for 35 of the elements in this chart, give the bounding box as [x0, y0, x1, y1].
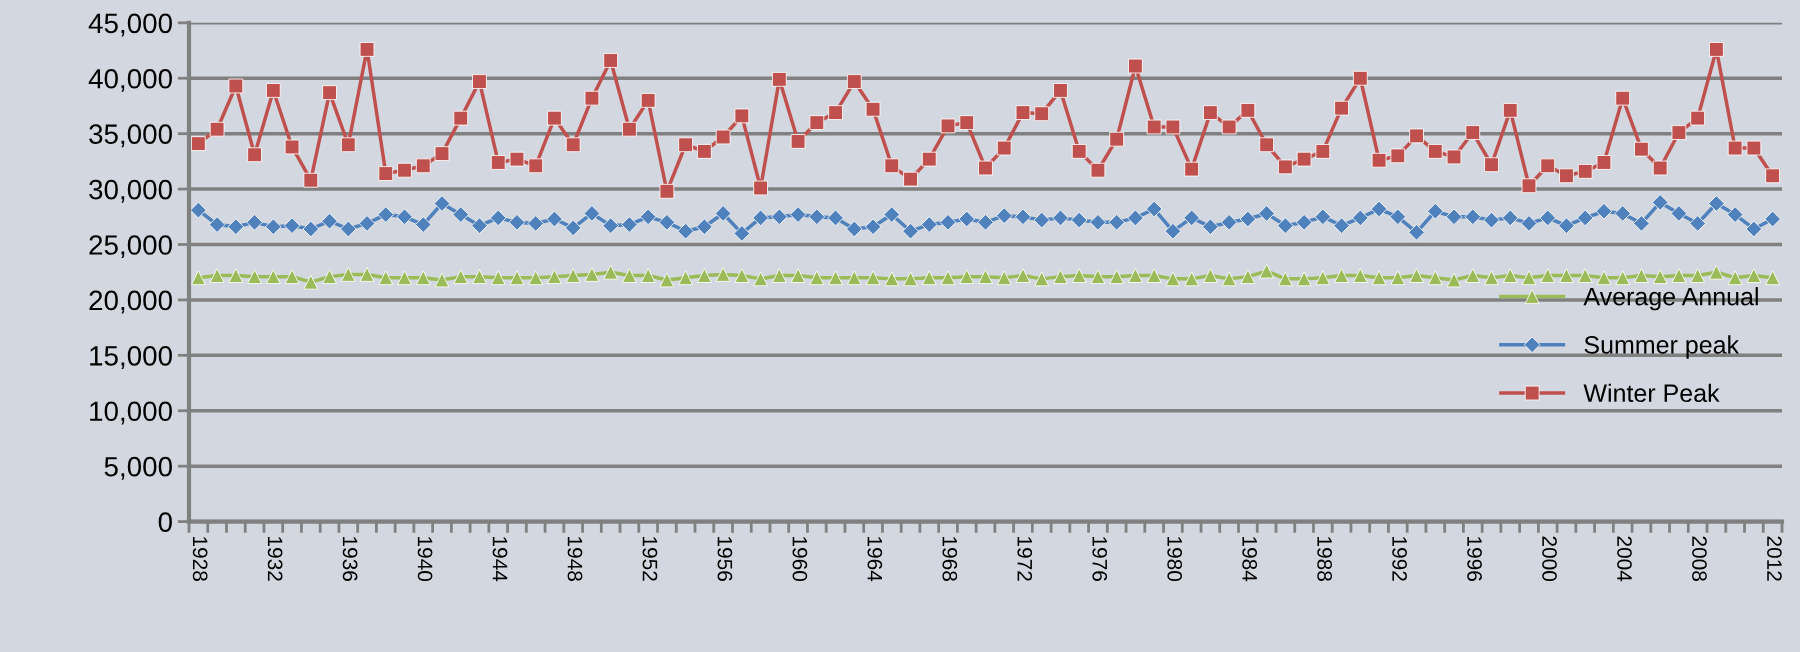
x-tick-label: 1992 — [1392, 537, 1407, 581]
y-tick-label: 10,000 — [90, 401, 172, 425]
x-tick-label: 1972 — [1017, 537, 1033, 581]
y-tick-label: 40,000 — [88, 68, 172, 92]
x-tick-label: 2000 — [1542, 536, 1557, 582]
y-tick-label: 35,000 — [89, 124, 172, 148]
x-tick-label: 1968 — [942, 537, 958, 581]
x-tick-label: 1948 — [567, 537, 583, 581]
x-tick-label: 1956 — [717, 537, 733, 581]
x-tick-label: 1940 — [417, 537, 433, 582]
x-tick-label: 1932 — [267, 537, 283, 581]
legend-label: Average Annual — [1583, 287, 1758, 311]
y-tick-label: 30,000 — [89, 179, 172, 203]
x-tick-label: 1984 — [1242, 537, 1258, 582]
x-tick-label: 1928 — [192, 537, 208, 581]
y-tick-label: 15,000 — [90, 346, 172, 369]
x-tick-label: 2012 — [1767, 536, 1782, 581]
x-tick-label: 2008 — [1692, 536, 1707, 581]
y-tick-label: 25,000 — [89, 235, 172, 259]
x-tick-label: 1996 — [1467, 537, 1482, 581]
y-tick-label: 5,000 — [104, 456, 172, 480]
x-tick-label: 1952 — [642, 537, 658, 581]
x-tick-label: 2004 — [1617, 536, 1632, 582]
y-tick-label: 20,000 — [89, 290, 172, 314]
x-tick-label: 1980 — [1167, 537, 1183, 582]
x-tick-label: 1936 — [342, 537, 358, 581]
x-tick-label: 1944 — [492, 537, 508, 582]
x-tick-label: 1988 — [1317, 537, 1332, 581]
x-tick-label: 1960 — [792, 537, 808, 582]
legend-label: Winter Peak — [1583, 383, 1720, 403]
y-tick-label: 0 — [158, 512, 172, 532]
y-tick-label: 45,000 — [88, 13, 172, 37]
legend-label: Summer peak — [1584, 335, 1740, 359]
x-tick-label: 1976 — [1092, 537, 1108, 581]
x-tick-label: 1964 — [867, 537, 883, 582]
